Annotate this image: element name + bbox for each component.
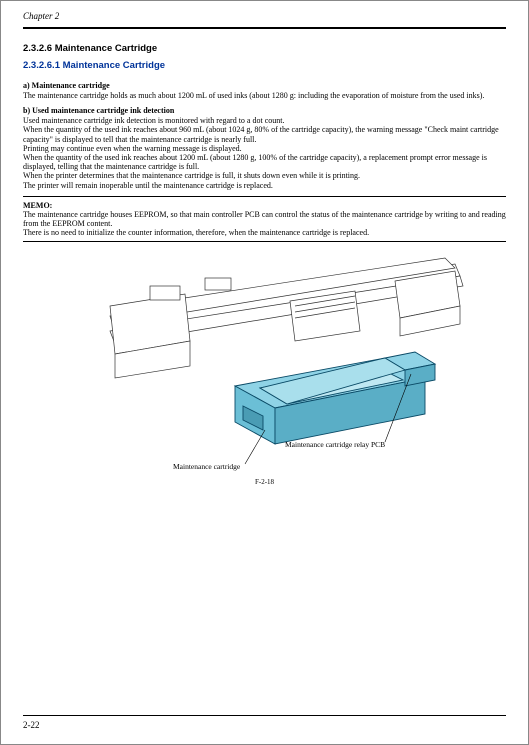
section-number-title: 2.3.2.6 Maintenance Cartridge [23, 43, 506, 54]
footer-rule [23, 715, 506, 716]
callout-cartridge: Maintenance cartridge [173, 462, 240, 471]
block-b-l5: When the printer determines that the mai… [23, 171, 506, 180]
block-b-l3: Printing may continue even when the warn… [23, 144, 506, 153]
figure-caption: F-2-18 [23, 478, 506, 486]
subsection-number-title: 2.3.2.6.1 Maintenance Cartridge [23, 60, 506, 71]
block-b-l4: When the quantity of the used ink reache… [23, 153, 506, 171]
maintenance-cartridge-figure [55, 246, 475, 476]
chapter-label: Chapter 2 [23, 11, 506, 21]
block-a-title: a) Maintenance cartridge [23, 81, 506, 90]
block-a-body: The maintenance cartridge holds as much … [23, 91, 506, 100]
block-b-title: b) Used maintenance cartridge ink detect… [23, 106, 506, 115]
block-b-l6: The printer will remain inoperable until… [23, 181, 506, 190]
block-b-l2: When the quantity of the used ink reache… [23, 125, 506, 143]
block-b-l1: Used maintenance cartridge ink detection… [23, 116, 506, 125]
memo-l2: There is no need to initialize the count… [23, 228, 506, 237]
memo-rule-top [23, 196, 506, 197]
memo-rule-bottom [23, 241, 506, 242]
memo-label: MEMO: [23, 201, 52, 210]
page-number: 2-22 [23, 720, 40, 730]
memo-l1: The maintenance cartridge houses EEPROM,… [23, 210, 506, 228]
callout-relay-pcb: Maintenance cartridge relay PCB [285, 440, 385, 449]
